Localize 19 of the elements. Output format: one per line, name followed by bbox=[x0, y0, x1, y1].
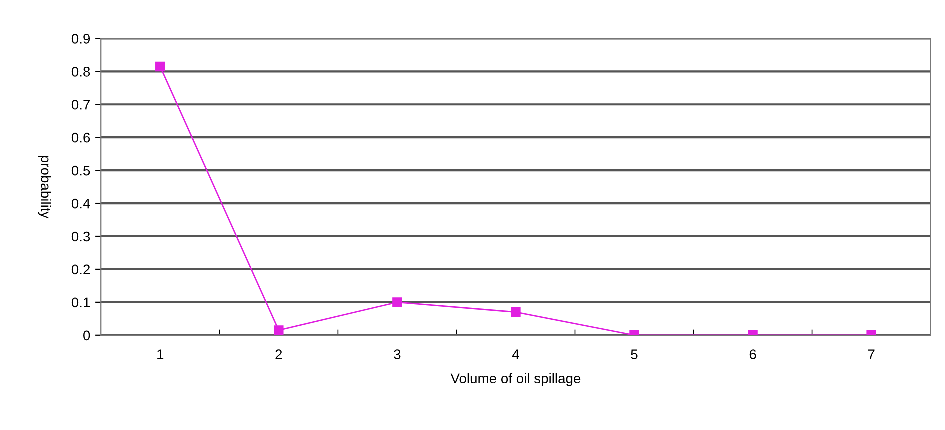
x-tick-label: 1 bbox=[158, 350, 164, 360]
y-tick-label: 0.3 bbox=[72, 232, 90, 242]
y-tick-label: 0.7 bbox=[72, 100, 90, 110]
y-tick-label: 0.4 bbox=[72, 198, 90, 209]
y-tick-label: 0.1 bbox=[72, 298, 90, 308]
x-tick-label: 4 bbox=[512, 350, 520, 360]
x-axis-title: Volume of oil spillage bbox=[450, 373, 581, 386]
y-tick-label: 0.8 bbox=[72, 67, 90, 77]
x-tick-label: 2 bbox=[276, 350, 282, 360]
y-axis-title: probability bbox=[38, 156, 52, 219]
x-tick-label: 6 bbox=[750, 350, 756, 360]
y-tick-label: 0.9 bbox=[72, 34, 90, 44]
y-tick-label: 0.6 bbox=[72, 132, 90, 143]
y-tick-label: 0.5 bbox=[72, 166, 90, 176]
y-tick-label: 0 bbox=[84, 330, 90, 341]
y-tick-label: 0.2 bbox=[72, 264, 90, 275]
x-tick-label: 3 bbox=[394, 350, 401, 360]
x-tick-label: 7 bbox=[868, 350, 875, 360]
x-tick-label: 5 bbox=[631, 350, 638, 360]
